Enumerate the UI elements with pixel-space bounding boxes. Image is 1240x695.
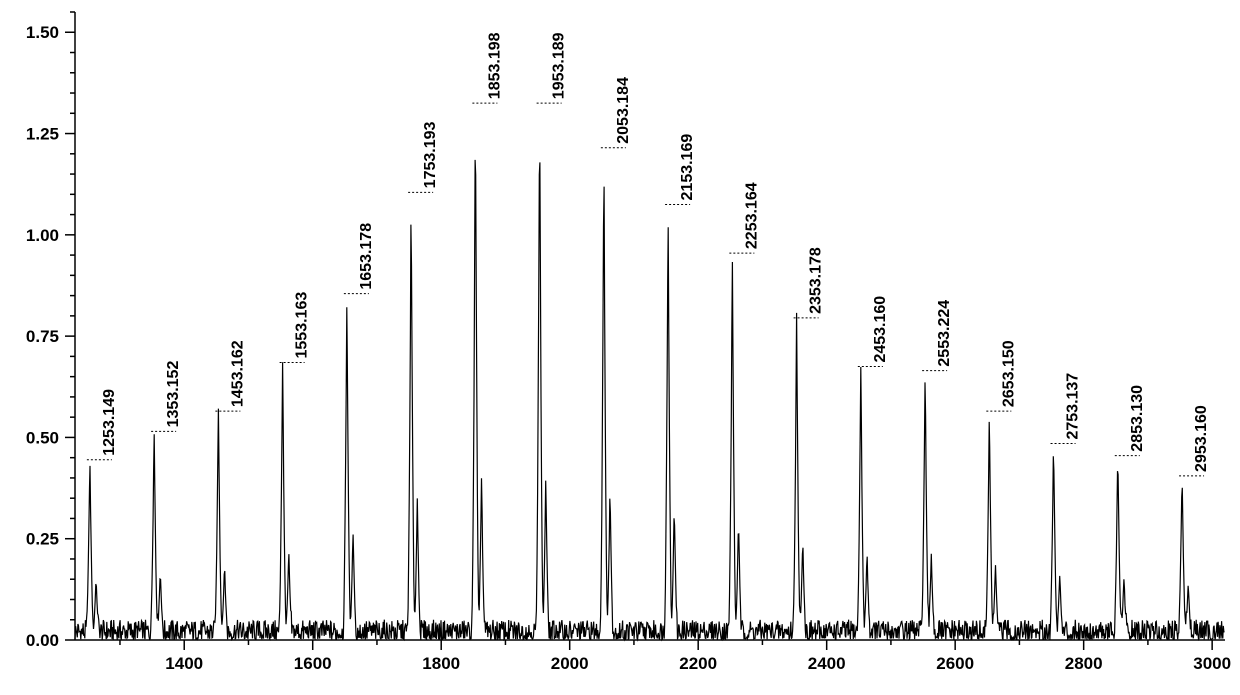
x-tick-label: 1400	[165, 654, 203, 673]
peak-label: 2153.169	[679, 134, 696, 201]
y-tick-label: 0.00	[26, 631, 59, 650]
peak-label: 2953.160	[1193, 405, 1210, 472]
peak-label: 1253.149	[101, 389, 118, 456]
peak-label: 2253.164	[743, 182, 760, 249]
x-tick-label: 1800	[422, 654, 460, 673]
peak-label: 1653.178	[358, 223, 375, 290]
peak-label: 2053.184	[615, 77, 632, 144]
spectrum-chart: 1400 1600 1800 2000 2200 2400 2600 2800 3000 0.00…	[0, 0, 1240, 695]
peak-label: 1553.163	[294, 292, 311, 359]
x-tick-label: 1600	[294, 654, 332, 673]
peak-label: 2453.160	[872, 296, 889, 363]
peak-label: 1753.193	[422, 121, 439, 188]
x-tick-label: 2000	[551, 654, 589, 673]
peak-label: 1953.189	[551, 32, 568, 99]
y-tick-label: 1.25	[26, 124, 59, 143]
x-tick-label: 2200	[679, 654, 717, 673]
y-tick-label: 1.50	[26, 23, 59, 42]
x-tick-label: 2800	[1065, 654, 1103, 673]
y-tick-label: 0.25	[26, 530, 59, 549]
peak-label: 2553.224	[936, 300, 953, 367]
peak-label: 1353.152	[165, 361, 182, 428]
peak-label: 2353.178	[808, 247, 825, 314]
x-tick-label: 2400	[808, 654, 846, 673]
y-tick-label: 0.50	[26, 428, 59, 447]
peak-label: 2853.130	[1129, 385, 1146, 452]
peak-label: 2753.137	[1065, 373, 1082, 440]
y-tick-label: 1.00	[26, 226, 59, 245]
spectrum-trace	[75, 160, 1225, 640]
peak-label: 1453.162	[229, 340, 246, 407]
y-tick-label: 0.75	[26, 327, 59, 346]
x-tick-label: 3000	[1193, 654, 1231, 673]
peak-label: 2653.150	[1000, 340, 1017, 407]
spectrum-svg: 1400 1600 1800 2000 2200 2400 2600 2800 3000 0.00…	[0, 0, 1240, 695]
peak-label: 1853.198	[486, 32, 503, 99]
x-tick-label: 2600	[936, 654, 974, 673]
